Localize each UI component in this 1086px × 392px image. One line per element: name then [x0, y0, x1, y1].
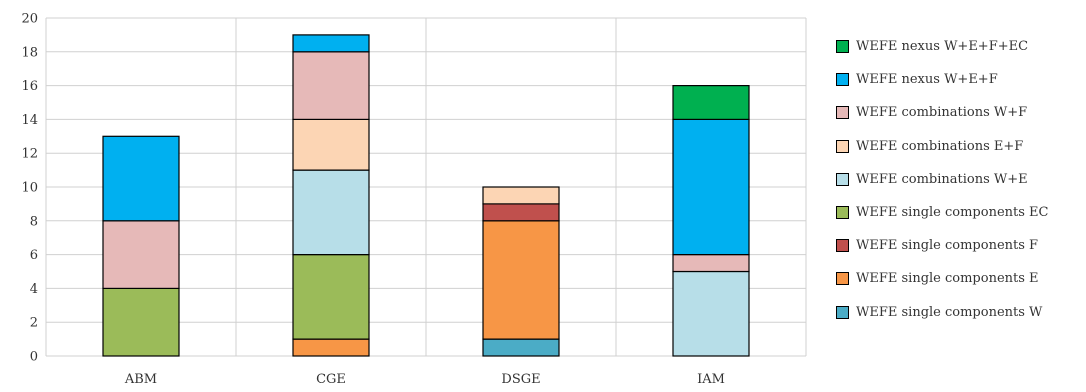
bar-segment-iam-series-4	[672, 270, 750, 357]
legend-item: WEFE single components F	[836, 229, 1084, 262]
legend-swatch	[836, 239, 849, 253]
legend-item: WEFE single components W	[836, 296, 1084, 329]
legend-label: WEFE single components EC	[856, 205, 1049, 221]
legend-item: WEFE combinations W+F	[836, 96, 1084, 129]
legend-item: WEFE combinations W+E	[836, 163, 1084, 196]
legend-swatch	[836, 272, 849, 286]
bar-segment-abm-series-3	[102, 287, 180, 357]
legend-label: WEFE combinations E+F	[856, 138, 1024, 154]
y-tick-label: 18	[21, 45, 38, 60]
legend-swatch	[836, 172, 849, 186]
y-tick-label: 16	[21, 79, 38, 94]
legend-item: WEFE nexus W+E+F	[836, 63, 1084, 96]
x-tick-label: IAM	[697, 372, 725, 387]
bar-segment-cge-series-6	[292, 51, 370, 120]
x-axis-tick-labels: ABM CGE DSGE IAM	[124, 372, 725, 387]
bar-segment-abm-series-7	[102, 135, 180, 222]
bar-segment-iam-series-6	[672, 254, 750, 273]
bar-segment-iam-series-7	[672, 118, 750, 256]
y-tick-label: 20	[21, 12, 38, 27]
legend-item: WEFE combinations E+F	[836, 130, 1084, 163]
legend-swatch	[836, 139, 849, 153]
bar-segment-cge-series-7	[292, 34, 370, 53]
bar-segment-cge-series-4	[292, 169, 370, 256]
legend-label: WEFE nexus W+E+F+EC	[856, 39, 1029, 55]
bar-segment-cge-series-1	[292, 338, 370, 357]
legend-label: WEFE single components W	[856, 304, 1043, 320]
legend-label: WEFE combinations W+F	[856, 105, 1028, 121]
legend-swatch	[836, 305, 849, 319]
legend-label: WEFE single components F	[856, 238, 1039, 254]
legend-swatch	[836, 73, 849, 87]
bar-segment-iam-series-8	[672, 84, 750, 120]
y-tick-label: 4	[30, 282, 38, 297]
legend: WEFE nexus W+E+F+EC WEFE nexus W+E+F WEFE …	[836, 30, 1084, 329]
y-tick-label: 6	[30, 248, 38, 263]
bar-segment-abm-series-6	[102, 220, 180, 290]
x-tick-label: ABM	[124, 372, 157, 387]
y-tick-label: 10	[21, 181, 38, 196]
legend-item: WEFE single components E	[836, 262, 1084, 295]
legend-label: WEFE nexus W+E+F	[856, 72, 998, 88]
bar-segment-dsge-series-5	[482, 186, 560, 205]
y-tick-label: 12	[21, 147, 38, 162]
bars	[102, 34, 750, 357]
bar-segment-dsge-series-2	[482, 203, 560, 222]
y-tick-label: 14	[21, 113, 38, 128]
x-tick-label: DSGE	[501, 372, 540, 387]
bar-segment-cge-series-3	[292, 254, 370, 340]
legend-item: WEFE single components EC	[836, 196, 1084, 229]
stacked-bar-chart: 0 2 4 6 8 10 12 14 16 18 20 ABM CGE DSGE IAM	[21, 12, 807, 387]
legend-swatch	[836, 206, 849, 220]
y-tick-label: 8	[30, 214, 38, 229]
bar-segment-dsge-series-1	[482, 220, 560, 340]
legend-label: WEFE single components E	[856, 271, 1039, 287]
y-tick-label: 2	[30, 316, 38, 331]
x-tick-label: CGE	[316, 372, 346, 387]
bar-segment-cge-series-5	[292, 118, 370, 171]
legend-swatch	[836, 40, 849, 54]
y-axis-tick-labels: 0 2 4 6 8 10 12 14 16 18 20	[21, 12, 38, 365]
bar-segment-dsge-series-0	[482, 338, 560, 357]
legend-swatch	[836, 106, 849, 120]
legend-label: WEFE combinations W+E	[856, 171, 1028, 187]
legend-item: WEFE nexus W+E+F+EC	[836, 30, 1084, 63]
y-tick-label: 0	[30, 350, 38, 365]
